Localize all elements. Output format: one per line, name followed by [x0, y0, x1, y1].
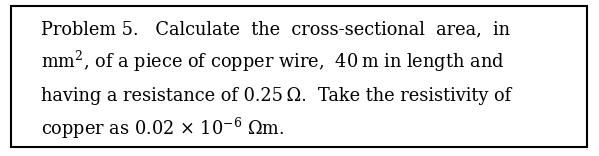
FancyBboxPatch shape	[11, 6, 587, 147]
Text: Problem 5.   Calculate  the  cross-sectional  area,  in: Problem 5. Calculate the cross-sectional…	[41, 20, 510, 38]
Text: mm$^{\mathregular{2}}$, of a piece of copper wire,  40 m in length and: mm$^{\mathregular{2}}$, of a piece of co…	[41, 49, 504, 74]
Text: copper as 0.02 × 10$^{\mathregular{-6}}$ Ωm.: copper as 0.02 × 10$^{\mathregular{-6}}$…	[41, 116, 285, 141]
Text: having a resistance of 0.25 Ω.  Take the resistivity of: having a resistance of 0.25 Ω. Take the …	[41, 87, 511, 105]
